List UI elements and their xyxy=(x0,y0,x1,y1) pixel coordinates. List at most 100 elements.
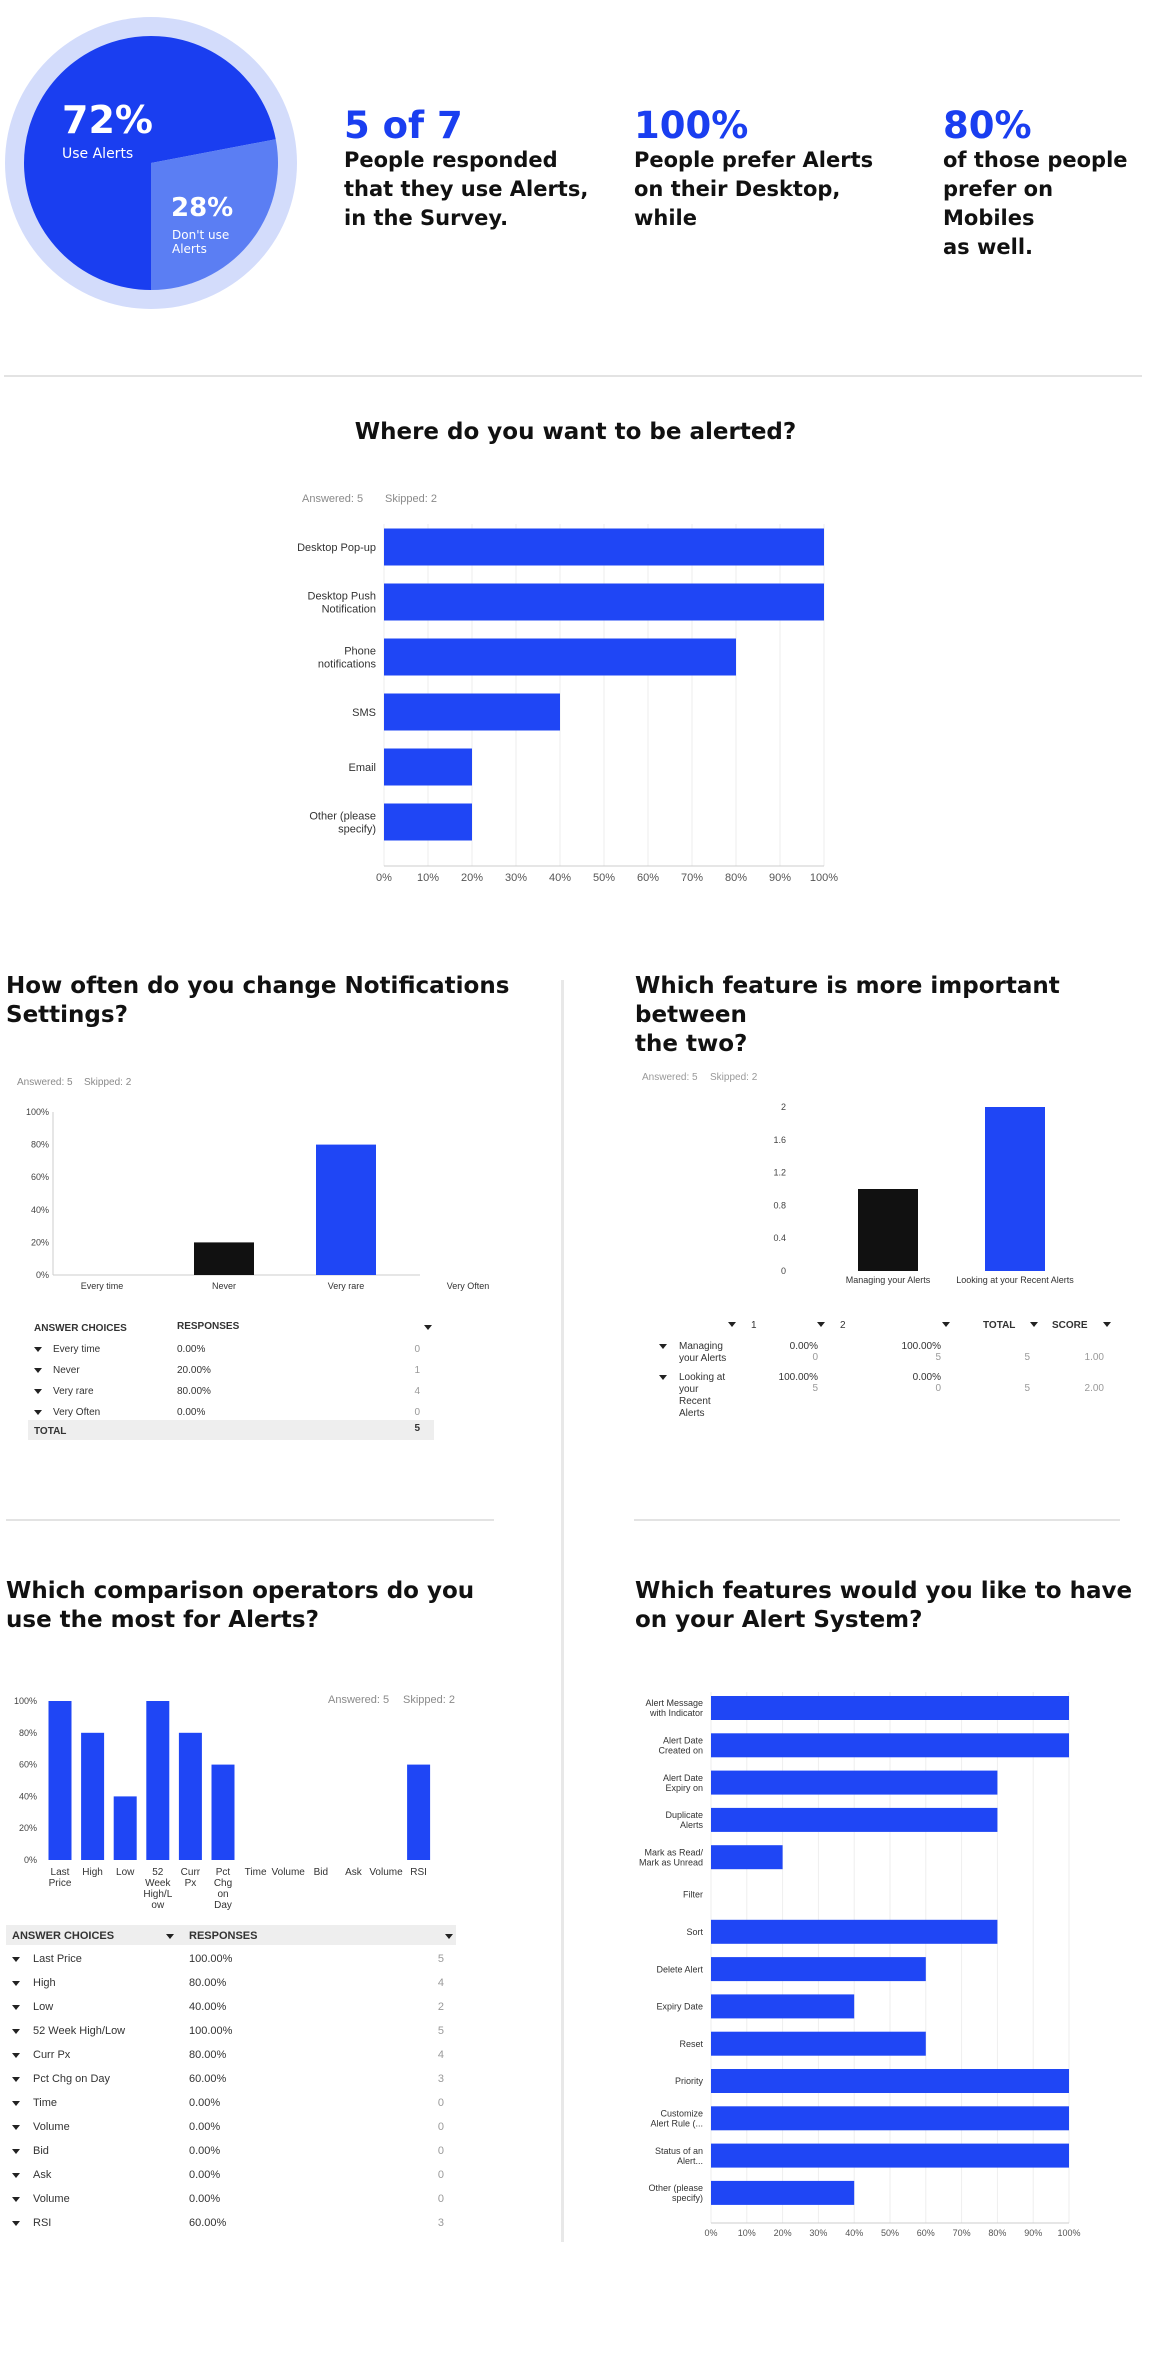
q2-bar-chart: 0% 20% 40% 60% 80% 100% Every time Never Very ra… xyxy=(26,1107,489,1291)
rank-1-count: 0 xyxy=(812,1352,818,1363)
row-expand-icon[interactable] xyxy=(34,1410,42,1415)
x-tick-label: 0% xyxy=(376,872,392,884)
response-count: 5 xyxy=(437,2025,444,2037)
response-pct: 0.00% xyxy=(189,2169,221,2181)
category-label: Volume xyxy=(369,1867,403,1878)
dropdown-caret-icon[interactable] xyxy=(817,1322,825,1327)
row-expand-icon[interactable] xyxy=(12,2125,20,2130)
bar xyxy=(711,1807,998,1832)
row-expand-icon[interactable] xyxy=(12,2173,20,2178)
category-label: Duplicate Alerts xyxy=(665,1810,703,1830)
dropdown-caret-icon[interactable] xyxy=(1030,1322,1038,1327)
row-expand-icon[interactable] xyxy=(34,1368,42,1373)
x-tick-label: 100% xyxy=(1057,2228,1080,2238)
row-expand-icon[interactable] xyxy=(34,1347,42,1352)
pie-slice xyxy=(24,36,276,291)
dropdown-caret-icon[interactable] xyxy=(942,1322,950,1327)
bar xyxy=(316,1144,376,1275)
x-tick-label: 0% xyxy=(704,2228,717,2238)
q4-answered: Answered: 5 xyxy=(328,1694,390,1706)
rank-2-pct: 100.00% xyxy=(901,1341,941,1352)
bar xyxy=(711,2031,926,2056)
y-tick-label: 0 xyxy=(781,1266,786,1276)
row-expand-icon[interactable] xyxy=(659,1375,667,1380)
category-label: Looking at your Recent Alerts xyxy=(956,1275,1074,1285)
ranking-row-label: Looking at your Recent Alerts xyxy=(679,1372,726,1419)
q1-bar-chart: 0% 10% 20% 30% 40% 50% 60% 70% 80% 90% 100% Desktop… xyxy=(297,524,838,884)
category-label: Time xyxy=(245,1867,267,1878)
divider xyxy=(634,1519,1120,1521)
row-expand-icon[interactable] xyxy=(12,2005,20,2010)
response-pct: 0.00% xyxy=(189,2121,221,2133)
row-expand-icon[interactable] xyxy=(12,2053,20,2058)
y-tick-label: 40% xyxy=(31,1205,49,1215)
category-label: Other (please specify) xyxy=(309,810,376,835)
rank-2-count: 5 xyxy=(935,1352,941,1363)
y-tick-label: 80% xyxy=(19,1728,37,1738)
bar xyxy=(711,2069,1069,2093)
response-count: 0 xyxy=(437,2097,444,2109)
answer-label: Very rare xyxy=(53,1386,94,1397)
col-header-answer-choices: ANSWER CHOICES xyxy=(34,1323,127,1334)
x-tick-label: 40% xyxy=(549,872,571,884)
rank-2-pct: 0.00% xyxy=(912,1372,941,1383)
ranking-row-label: Managing your Alerts xyxy=(679,1341,727,1364)
answer-label: Last Price xyxy=(33,1953,82,1965)
answer-label: Low xyxy=(33,2001,54,2013)
row-expand-icon[interactable] xyxy=(12,2149,20,2154)
bar xyxy=(384,693,560,731)
q4-title: Which comparison operators do you use th… xyxy=(6,1578,475,1633)
response-pct: 80.00% xyxy=(189,1977,227,1989)
response-pct: 0.00% xyxy=(177,1407,206,1418)
row-expand-icon[interactable] xyxy=(12,2101,20,2106)
dropdown-caret-icon[interactable] xyxy=(424,1325,432,1330)
row-expand-icon[interactable] xyxy=(659,1344,667,1349)
category-label: RSI xyxy=(410,1867,427,1878)
answer-label: High xyxy=(33,1977,56,1989)
x-tick-label: 80% xyxy=(988,2228,1006,2238)
category-label: Customize Alert Rule (... xyxy=(650,2108,703,2128)
dropdown-caret-icon[interactable] xyxy=(1103,1322,1111,1327)
response-count: 4 xyxy=(437,2049,444,2061)
dropdown-caret-icon[interactable] xyxy=(728,1322,736,1327)
category-label: Pct Chg on Day xyxy=(214,1867,232,1911)
category-label: Other (please specify) xyxy=(648,2183,703,2203)
col-header-responses: RESPONSES xyxy=(189,1930,258,1942)
row-expand-icon[interactable] xyxy=(12,1981,20,1986)
category-label: Alert Date Created on xyxy=(658,1735,703,1755)
row-expand-icon[interactable] xyxy=(34,1389,42,1394)
col-header-rank-1: 1 xyxy=(751,1320,757,1331)
divider xyxy=(6,1519,494,1521)
col-header-responses: RESPONSES xyxy=(177,1321,240,1332)
x-tick-label: 30% xyxy=(809,2228,827,2238)
category-label: Every time xyxy=(81,1281,124,1291)
response-count: 1 xyxy=(414,1365,420,1376)
bar xyxy=(711,1994,855,2019)
bar xyxy=(384,748,472,786)
y-tick-label: 0.8 xyxy=(773,1200,786,1210)
rank-1-pct: 100.00% xyxy=(778,1372,818,1383)
answer-label: Volume xyxy=(33,2193,70,2205)
stat-1-text: People responded that they use Alerts, i… xyxy=(344,148,589,230)
category-label: Managing your Alerts xyxy=(846,1275,931,1285)
bar xyxy=(194,1242,254,1275)
bar xyxy=(711,1845,783,1870)
x-tick-label: 50% xyxy=(881,2228,899,2238)
category-label: Status of an Alert... xyxy=(655,2146,703,2166)
pie-small-pct: 28% xyxy=(171,193,234,223)
row-expand-icon[interactable] xyxy=(12,2197,20,2202)
rank-1-pct: 0.00% xyxy=(789,1341,818,1352)
dropdown-caret-icon[interactable] xyxy=(445,1934,453,1939)
stat-2-number: 100% xyxy=(634,104,749,147)
row-expand-icon[interactable] xyxy=(12,2221,20,2226)
response-count: 0 xyxy=(414,1344,420,1355)
category-label: Alert Message with Indicator xyxy=(645,1698,703,1718)
dropdown-caret-icon[interactable] xyxy=(166,1934,174,1939)
response-pct: 100.00% xyxy=(189,2025,233,2037)
x-tick-label: 10% xyxy=(738,2228,756,2238)
response-pct: 0.00% xyxy=(189,2097,221,2109)
row-expand-icon[interactable] xyxy=(12,2029,20,2034)
row-expand-icon[interactable] xyxy=(12,2077,20,2082)
row-expand-icon[interactable] xyxy=(12,1957,20,1962)
q2-answered: Answered: 5 xyxy=(17,1077,73,1088)
